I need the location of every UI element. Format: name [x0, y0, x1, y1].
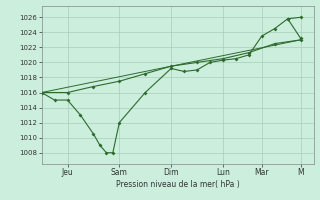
X-axis label: Pression niveau de la mer( hPa ): Pression niveau de la mer( hPa )	[116, 180, 239, 189]
